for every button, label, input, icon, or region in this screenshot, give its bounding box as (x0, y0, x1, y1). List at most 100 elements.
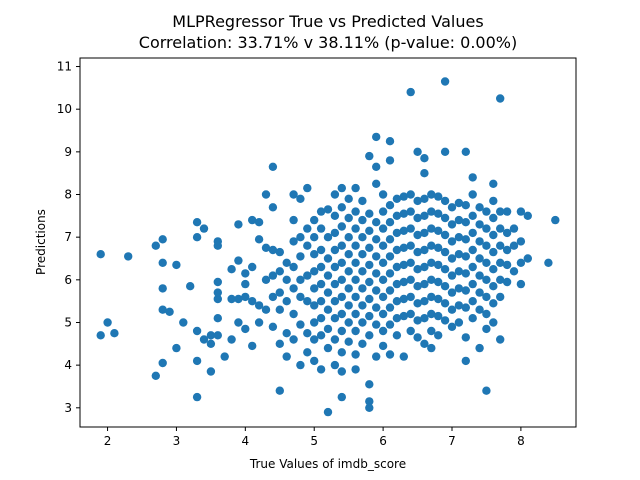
data-point (365, 260, 374, 270)
data-point (351, 207, 360, 216)
data-point (351, 350, 360, 359)
data-point (316, 207, 326, 216)
data-point (358, 215, 367, 225)
data-point (509, 241, 519, 250)
data-point (378, 207, 388, 216)
data-point (392, 279, 402, 289)
data-point (268, 162, 278, 171)
data-point (358, 233, 367, 242)
data-point (282, 329, 291, 338)
data-point (378, 292, 388, 302)
data-point (248, 262, 257, 272)
data-point (310, 301, 319, 310)
data-point (427, 292, 436, 302)
data-point (365, 397, 374, 406)
data-point (296, 292, 305, 302)
data-point (420, 169, 429, 178)
data-point (358, 284, 367, 293)
data-point (248, 297, 257, 306)
data-point (124, 252, 133, 261)
data-point (330, 228, 340, 238)
data-point (385, 286, 395, 295)
data-point (454, 198, 464, 208)
data-point (372, 303, 381, 312)
y-tick-label: 7 (64, 230, 72, 244)
data-point (427, 343, 436, 353)
data-point (454, 250, 464, 259)
data-point (468, 211, 477, 220)
data-point (372, 252, 381, 261)
data-point (427, 190, 436, 199)
data-point (434, 226, 443, 235)
data-point (468, 190, 477, 199)
data-point (378, 326, 388, 336)
data-point (372, 162, 381, 171)
data-point (186, 282, 195, 291)
data-point (275, 288, 284, 297)
data-point (192, 326, 202, 336)
x-tick-label: 8 (517, 434, 525, 448)
data-point (103, 318, 112, 327)
data-point (323, 305, 333, 314)
y-tick-label: 10 (57, 102, 72, 116)
data-point (399, 294, 408, 304)
data-point (358, 339, 367, 348)
data-point (496, 335, 505, 344)
data-point (475, 288, 484, 297)
data-point (254, 318, 264, 327)
data-point (337, 241, 346, 250)
data-point (406, 87, 415, 97)
data-point (351, 183, 360, 193)
data-point (330, 335, 340, 344)
data-point (489, 299, 498, 308)
data-point (413, 196, 422, 206)
y-tick-label: 5 (64, 315, 72, 329)
data-point (234, 256, 243, 265)
data-point (351, 292, 360, 302)
data-point (447, 322, 457, 331)
data-point (275, 247, 284, 257)
data-point (372, 269, 381, 278)
data-point (427, 326, 436, 336)
data-point (310, 284, 319, 293)
data-point (447, 203, 457, 212)
data-point (454, 233, 464, 242)
data-point (399, 260, 408, 270)
data-point (420, 339, 429, 348)
data-point (399, 192, 408, 201)
data-point (496, 94, 505, 103)
data-point (440, 247, 450, 257)
data-point (482, 275, 491, 284)
data-point (385, 252, 395, 261)
data-point (496, 224, 505, 233)
data-point (413, 299, 422, 308)
data-point (358, 267, 367, 276)
x-tick-label: 3 (173, 434, 181, 448)
data-point (323, 205, 333, 214)
data-point (482, 241, 491, 250)
data-point (254, 301, 264, 310)
data-point (378, 309, 388, 319)
data-point (206, 339, 216, 348)
data-point (289, 335, 298, 344)
data-point (323, 271, 333, 280)
data-point (296, 194, 305, 203)
data-point (158, 284, 167, 293)
x-axis-label: True Values of imdb_score (249, 457, 406, 471)
data-point (303, 297, 312, 306)
data-point (413, 333, 422, 342)
data-point (289, 215, 298, 225)
data-point (475, 203, 484, 212)
data-point (468, 314, 477, 323)
data-point (310, 267, 319, 276)
data-point (392, 262, 402, 272)
y-tick-label: 9 (64, 145, 72, 159)
data-point (261, 305, 271, 314)
data-point (406, 241, 415, 250)
data-point (523, 211, 532, 220)
data-point (385, 269, 395, 278)
data-point (365, 403, 374, 412)
data-point (461, 235, 470, 244)
data-point (158, 258, 167, 267)
data-point (482, 386, 491, 395)
